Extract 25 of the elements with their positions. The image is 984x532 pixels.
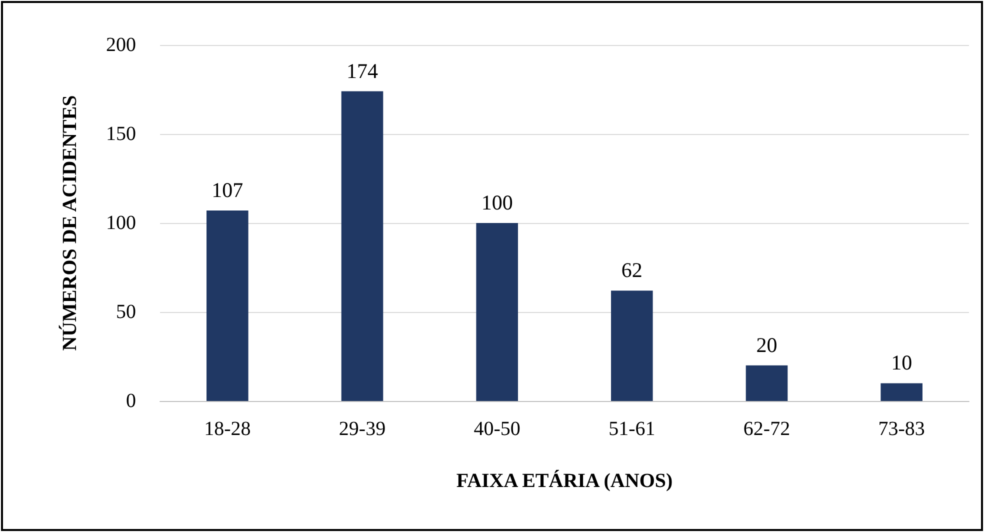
x-tick-label: 62-72 [743,418,790,440]
x-tick-label: 73-83 [878,418,925,440]
y-tick-label: 0 [126,390,136,412]
bar [206,210,248,401]
y-tick-label: 150 [106,123,136,145]
x-tick-label: 18-28 [204,418,251,440]
bar [611,290,653,401]
y-tick-label: 200 [106,34,136,56]
x-tick-label: 51-61 [608,418,656,440]
data-label: 10 [891,350,912,375]
y-tick-label: 100 [106,212,136,234]
data-label: 107 [212,178,244,202]
y-axis-title: NÚMEROS DE ACIDENTES [58,95,81,351]
bar [341,91,384,401]
data-label: 100 [481,190,513,214]
data-label: 20 [756,332,778,357]
x-axis-title: FAIXA ETÁRIA (ANOS) [456,469,673,492]
data-label: 62 [621,258,642,282]
x-tick-label: 29-39 [338,418,386,440]
y-tick-label: 50 [116,301,136,323]
x-tick-label: 40-50 [474,418,520,440]
bar [746,365,788,401]
bar [880,383,922,401]
bar [476,223,518,401]
data-label: 174 [346,58,378,83]
